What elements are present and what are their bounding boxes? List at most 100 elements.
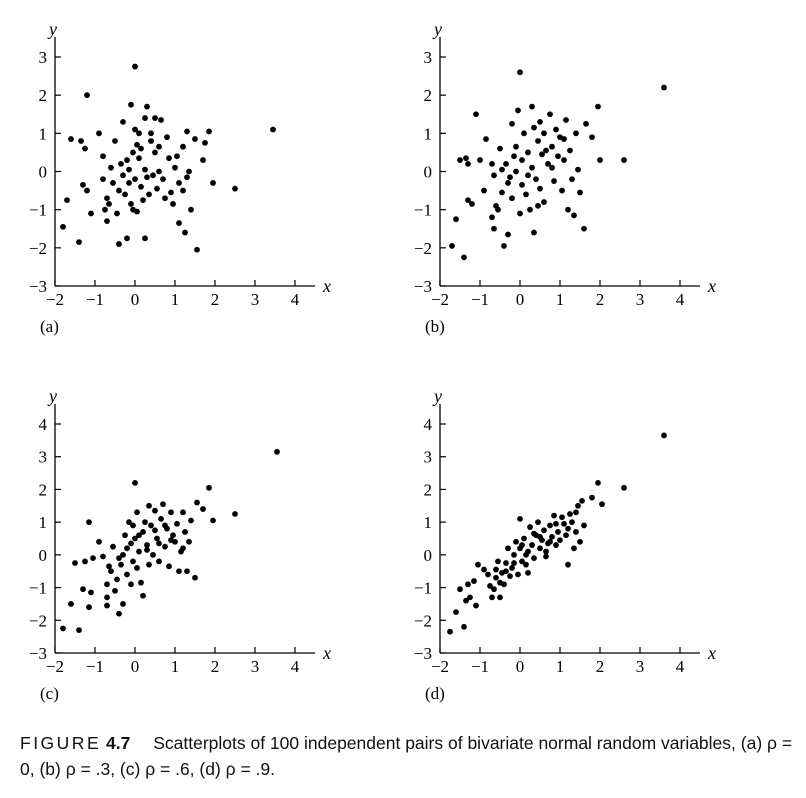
scatter-point <box>595 479 601 486</box>
scatter-point <box>487 583 493 589</box>
scatter-point <box>140 197 146 204</box>
scatter-point <box>503 568 509 575</box>
scatter-point <box>535 138 541 144</box>
scatter-point <box>547 111 553 118</box>
scatter-point <box>581 225 587 232</box>
scatter-point <box>192 136 198 142</box>
scatter-point <box>130 149 136 156</box>
scatter-point <box>547 522 553 529</box>
scatter-point <box>527 206 533 213</box>
scatter-point <box>138 183 144 190</box>
scatter-point <box>110 180 116 186</box>
scatter-point <box>595 103 601 110</box>
scatter-point <box>529 103 535 110</box>
scatter-point <box>182 229 188 236</box>
y-tick-label: 2 <box>39 86 48 105</box>
scatter-point <box>180 187 186 194</box>
scatter-point <box>156 168 162 175</box>
x-tick-label: 3 <box>251 290 260 309</box>
x-tick-label: −2 <box>431 290 449 309</box>
y-tick-label: −2 <box>414 239 432 258</box>
scatter-point <box>569 519 575 526</box>
scatter-point <box>559 514 565 521</box>
scatter-point <box>108 568 114 575</box>
scatter-point <box>563 117 569 123</box>
scatter-point <box>80 181 86 188</box>
scatter-point <box>621 484 627 491</box>
scatter-point <box>180 509 186 516</box>
scatter-point <box>575 166 581 173</box>
scatter-point <box>529 542 535 548</box>
scatter-point <box>84 187 90 194</box>
scatter-point <box>72 560 78 566</box>
scatter-point <box>86 519 92 526</box>
scatter-point <box>96 130 102 137</box>
scatter-point <box>573 130 579 137</box>
scatter-point <box>491 172 497 179</box>
scatter-point <box>186 168 192 175</box>
scatter-point <box>112 587 118 594</box>
scatter-point <box>232 185 238 192</box>
scatter-point <box>521 130 527 137</box>
scatter-point <box>76 627 82 633</box>
scatter-point <box>597 157 603 163</box>
scatter-point <box>555 529 561 535</box>
figure-caption: FIGURE 4.7 Scatterplots of 100 independe… <box>20 730 800 782</box>
scatter-point <box>543 548 549 555</box>
scatter-point <box>497 594 503 601</box>
scatter-point <box>170 532 176 539</box>
scatter-point <box>152 527 158 534</box>
scatter-point <box>104 581 110 588</box>
scatter-point <box>168 509 174 516</box>
scatter-point <box>116 241 122 247</box>
scatter-point <box>160 176 166 183</box>
scatter-point <box>134 509 140 516</box>
y-tick-label: −1 <box>414 579 432 598</box>
scatter-point <box>511 560 517 566</box>
scatter-point <box>473 111 479 118</box>
x-tick-label: −1 <box>86 290 104 309</box>
y-tick-label: 3 <box>424 448 433 467</box>
scatter-point <box>531 555 537 562</box>
y-tick-label: 3 <box>39 448 48 467</box>
scatter-point <box>507 174 513 181</box>
scatter-point <box>499 166 505 173</box>
y-tick-label: −1 <box>29 201 47 220</box>
scatter-point <box>186 538 192 545</box>
scatter-point <box>541 130 547 137</box>
scatter-point <box>589 494 595 501</box>
scatter-point <box>106 201 112 207</box>
x-tick-label: 2 <box>211 290 220 309</box>
scatter-point <box>513 168 519 175</box>
scatter-point <box>68 136 74 142</box>
scatter-point <box>104 195 110 202</box>
scatter-point <box>142 166 148 173</box>
scatter-point <box>525 569 531 576</box>
scatter-point <box>184 128 190 135</box>
scatter-point <box>126 180 132 186</box>
scatter-point <box>543 553 549 560</box>
y-tick-label: 1 <box>39 124 48 143</box>
scatter-point <box>531 530 537 537</box>
scatter-point <box>100 553 106 560</box>
x-tick-label: −2 <box>46 290 64 309</box>
scatter-point <box>527 524 533 530</box>
scatter-point <box>537 533 543 540</box>
scatter-point <box>495 558 501 565</box>
y-tick-label: 2 <box>39 480 48 499</box>
panel-label: (c) <box>40 684 59 703</box>
y-axis-label: y <box>47 19 57 39</box>
scatter-point <box>162 543 168 550</box>
x-axis-label: x <box>322 643 331 663</box>
scatter-point <box>162 522 168 529</box>
scatter-point <box>210 180 216 186</box>
y-tick-label: 2 <box>424 480 433 499</box>
scatter-point <box>120 118 126 125</box>
scatter-point <box>461 623 467 630</box>
scatter-point <box>573 509 579 516</box>
scatter-point <box>124 235 130 242</box>
scatter-point <box>529 164 535 171</box>
scatter-point <box>108 164 114 171</box>
scatter-point <box>84 92 90 99</box>
